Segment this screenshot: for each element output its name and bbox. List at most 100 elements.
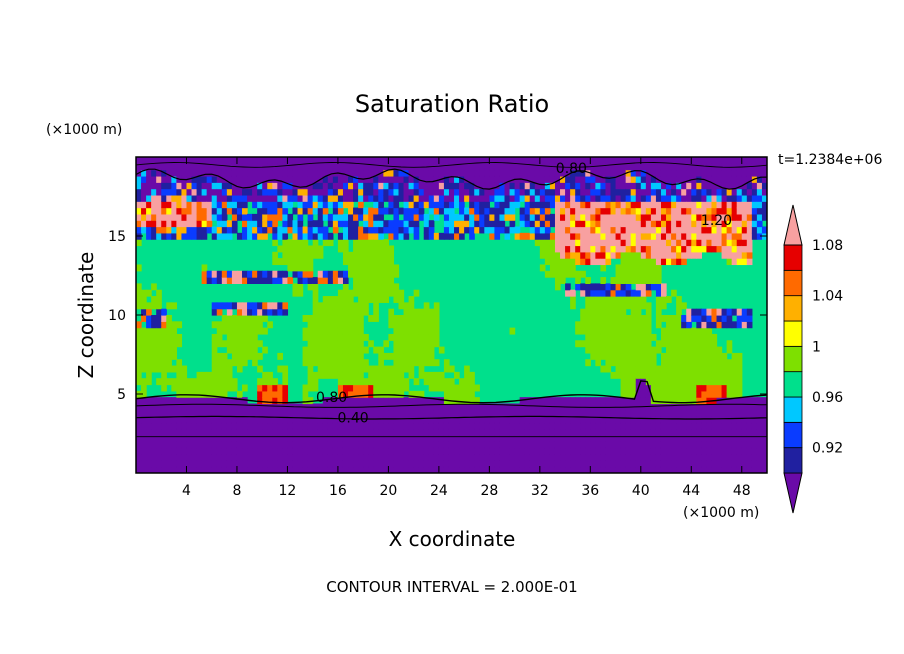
field-cell [635,163,642,171]
field-cell [721,251,728,259]
field-cell [635,315,642,322]
field-cell [206,163,213,171]
field-cell [666,352,672,360]
field-cell [484,403,490,411]
field-cell [736,384,743,392]
field-cell [736,466,743,473]
field-cell [484,466,490,473]
field-cell [302,175,309,183]
field-cell [620,289,627,297]
field-cell [691,384,697,392]
field-cell [247,340,253,348]
field-cell [398,359,405,367]
field-cell [247,188,253,196]
field-cell [600,201,607,209]
field-cell [373,447,379,455]
field-cell [443,169,450,177]
field-cell [287,409,294,417]
field-cell [650,441,657,449]
field-cell [438,194,445,202]
field-cell [408,308,415,316]
field-cell [711,194,718,202]
field-cell [630,251,637,259]
field-cell [393,283,400,291]
field-cell [544,163,551,171]
field-cell [554,428,561,436]
field-cell [721,416,728,424]
field-cell [660,327,667,335]
field-cell [136,194,142,202]
field-cell [363,460,369,468]
field-cell [247,315,253,322]
field-cell [393,232,400,240]
field-cell [267,460,273,468]
field-cell [247,302,253,310]
field-cell [448,441,455,449]
field-cell [580,283,586,291]
field-cell [292,409,299,417]
field-cell [146,460,152,468]
field-cell [201,441,208,449]
field-cell [731,435,738,442]
field-cell [186,460,193,468]
field-cell [529,220,536,228]
field-cell [696,340,702,348]
field-cell [247,175,253,183]
field-cell [600,163,607,171]
field-cell [196,390,203,398]
field-cell [630,194,637,202]
field-cell [509,169,516,177]
field-cell [630,371,637,379]
field-cell [655,277,662,284]
field-cell [625,239,632,247]
field-cell [600,264,607,272]
field-cell [242,157,248,164]
field-cell [681,340,687,348]
field-cell [272,428,278,436]
field-cell [736,169,743,177]
field-cell [282,226,289,234]
field-cell [595,333,602,341]
field-cell [509,163,516,171]
field-cell [272,157,278,164]
field-cell [600,409,607,417]
field-cell [181,182,188,190]
field-cell [236,232,243,240]
field-cell [438,188,445,196]
field-cell [226,201,233,209]
field-cell [231,378,238,386]
field-cell [332,441,339,449]
field-cell [322,213,329,221]
field-cell [645,264,652,272]
field-cell [236,466,243,473]
field-cell [186,466,193,473]
field-cell [701,441,708,449]
field-cell [287,169,294,177]
field-cell [504,447,511,455]
field-cell [368,207,374,215]
field-cell [312,220,319,228]
field-cell [544,226,551,234]
field-cell [761,182,767,190]
field-cell [590,258,596,266]
field-cell [751,428,758,436]
field-cell [358,409,364,417]
field-cell [696,333,702,341]
field-cell [211,416,218,424]
field-cell [327,340,334,348]
field-cell [413,213,420,221]
field-cell [327,460,334,468]
field-cell [141,384,147,392]
field-cell [403,416,410,424]
field-cell [565,201,571,209]
field-cell [171,220,177,228]
field-cell [600,416,607,424]
field-cell [726,188,733,196]
field-cell [358,163,364,171]
field-cell [635,201,642,209]
field-cell [413,232,420,240]
contour-label: 0.80 [556,161,587,177]
field-cell [211,194,218,202]
field-cell [211,321,218,329]
